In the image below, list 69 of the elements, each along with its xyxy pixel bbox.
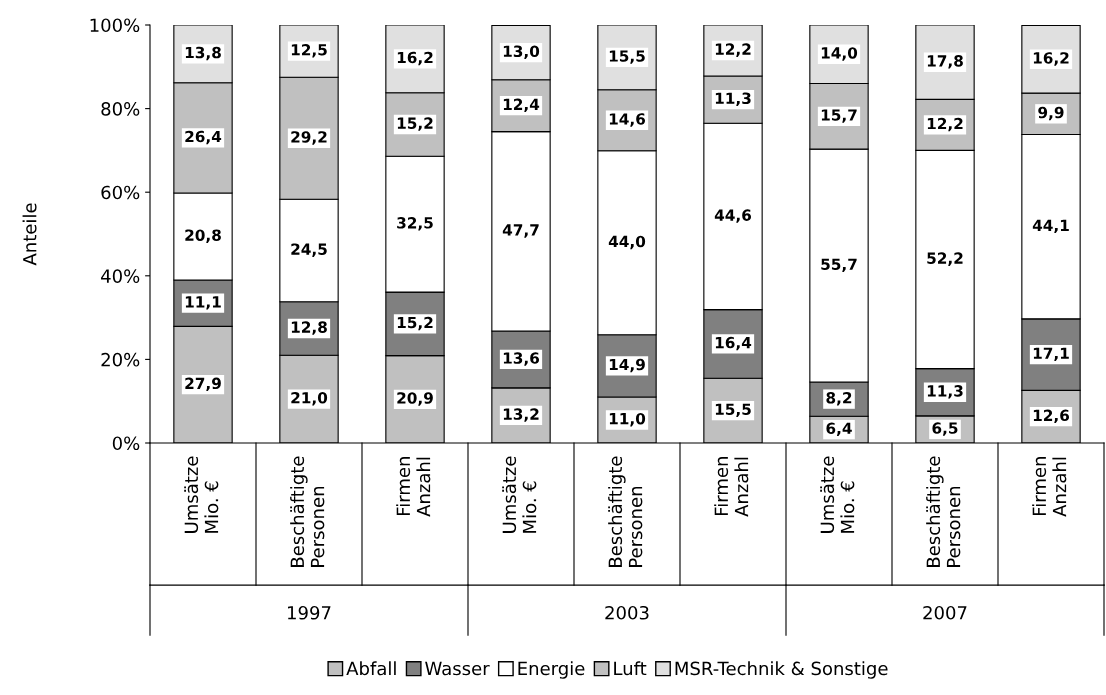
data-label: 14,9 [609,358,645,373]
data-label: 32,5 [397,217,433,231]
text: 2003 [605,605,649,620]
data-label: 14,0 [821,47,858,61]
data-label: 14,6 [609,113,646,127]
x-tick-label: Beschäftigte Personen [290,456,325,567]
x-tick-label: Umsätze Mio. € [820,456,855,533]
data-label: 15,7 [821,109,857,123]
y-tick-label: 80% [101,102,140,116]
data-label: 16,4 [715,336,752,351]
data-label: 6,5 [932,422,958,436]
data-label: 52,2 [927,252,963,266]
legend-label: Luft [614,661,647,676]
data-label: 11,3 [715,92,751,106]
data-label: 13,6 [503,352,540,366]
y-tick-label: 0% [112,436,140,451]
data-label: 8,2 [826,391,852,406]
data-label: 17,8 [927,55,963,69]
data-label: 47,7 [502,224,539,238]
y-axis-title: Anteile [22,203,37,266]
data-label: 12,8 [291,321,327,335]
data-label: 11,3 [927,385,963,399]
data-label: 44,1 [1032,219,1069,234]
x-tick-label: Firmen Anzahl [1032,457,1067,517]
data-label: 11,0 [609,412,646,427]
data-label: 6,4 [826,422,852,437]
x-tick-label: Firmen Anzahl [396,457,431,517]
data-label: 12,4 [503,98,540,113]
data-label: 15,5 [609,50,645,64]
data-label: 12,5 [291,44,327,58]
data-label: 29,2 [291,131,327,145]
data-label: 16,2 [397,51,433,66]
data-label: 44,6 [714,209,752,223]
x-tick-label: Beschäftigte Personen [926,456,961,567]
data-label: 9,9 [1038,106,1064,121]
data-label: 12,2 [927,117,963,132]
y-tick-label: 20% [101,352,140,367]
data-label: 16,2 [1033,52,1069,66]
x-tick-label: Firmen Anzahl [714,457,749,517]
legend-label: MSR-Technik & Sonstige [675,661,888,679]
x-tick-label: Umsätze Mio. € [502,456,537,533]
data-label: 15,2 [397,117,433,131]
data-label: 12,6 [1033,409,1070,424]
x-tick-label: Beschäftigte Personen [608,456,643,567]
data-label: 15,2 [397,316,433,331]
data-label: 44,0 [608,235,646,250]
data-label: 11,1 [185,296,221,310]
text: 1997 [288,605,331,620]
data-label: 13,2 [503,408,539,422]
legend-label: Abfall [346,661,396,676]
data-label: 15,5 [715,403,751,417]
data-label: 27,9 [185,377,221,392]
data-label: 21,0 [291,391,328,406]
legend-label: Wasser [425,661,490,676]
data-label: 13,8 [185,46,221,61]
y-tick-label: 100% [90,18,140,33]
data-label: 17,1 [1033,347,1069,361]
data-label: 20,8 [185,229,221,243]
data-label: 55,7 [821,258,857,272]
data-label: 26,4 [185,130,222,145]
data-label: 13,0 [503,45,540,59]
y-tick-label: 40% [101,269,140,283]
x-tick-label: Umsätze Mio. € [184,456,219,533]
text: 2007 [923,605,967,620]
data-label: 24,5 [291,243,327,257]
legend-label: Energie [518,661,585,679]
y-tick-label: 60% [101,185,140,200]
data-label: 20,9 [397,392,433,406]
data-label: 12,2 [715,43,751,57]
